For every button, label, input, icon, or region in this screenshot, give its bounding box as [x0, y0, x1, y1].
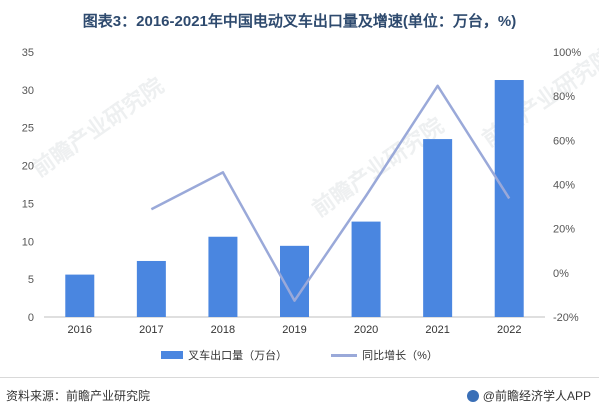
- growth-line: [151, 86, 509, 301]
- x-tick-label: 2021: [425, 324, 449, 336]
- legend-line-label: 同比增长（%）: [362, 347, 438, 363]
- y-right-tick-label: -20%: [553, 312, 579, 324]
- y-right-tick-label: 100%: [553, 47, 581, 59]
- legend-line-swatch: [331, 354, 357, 357]
- bar: [495, 80, 524, 317]
- x-tick-label: 2022: [497, 324, 521, 336]
- legend-bar-swatch: [161, 351, 183, 359]
- y-left-tick-label: 10: [22, 236, 34, 248]
- y-left-tick-label: 25: [22, 123, 34, 135]
- y-left-tick-label: 20: [22, 161, 34, 173]
- legend-item-line: 同比增长（%）: [331, 347, 438, 363]
- y-left-tick-label: 35: [22, 47, 34, 59]
- y-right-tick-label: 40%: [553, 180, 575, 192]
- x-tick-label: 2017: [139, 324, 163, 336]
- y-left-tick-label: 30: [22, 85, 34, 97]
- bar: [352, 222, 381, 317]
- brand: @前瞻经济学人APP: [467, 387, 591, 404]
- y-right-tick-label: 0%: [553, 268, 569, 280]
- footer: 资料来源：前瞻产业研究院 @前瞻经济学人APP: [0, 377, 599, 410]
- legend-item-bar: 叉车出口量（万台）: [161, 347, 287, 363]
- y-left-tick-label: 0: [28, 312, 34, 324]
- x-tick-label: 2016: [68, 324, 92, 336]
- x-tick-label: 2020: [354, 324, 378, 336]
- y-right-tick-label: 60%: [553, 135, 575, 147]
- bar: [137, 261, 166, 317]
- y-left-tick-label: 5: [28, 274, 34, 286]
- brand-text: @前瞻经济学人APP: [483, 387, 591, 404]
- y-right-tick-label: 80%: [553, 91, 575, 103]
- legend-bar-label: 叉车出口量（万台）: [188, 347, 287, 363]
- combo-chart: 0 5 10 15 20 25 30 35 -20% 0% 20% 40% 60% 80% 100% 2016…: [0, 0, 599, 345]
- x-tick-label: 2018: [211, 324, 235, 336]
- bar: [423, 139, 452, 317]
- legend: 叉车出口量（万台） 同比增长（%）: [0, 346, 599, 364]
- y-right-tick-label: 20%: [553, 224, 575, 236]
- bar: [65, 275, 94, 317]
- source-text: 资料来源：前瞻产业研究院: [6, 387, 150, 404]
- x-tick-label: 2019: [282, 324, 306, 336]
- y-left-tick-label: 15: [22, 198, 34, 210]
- bar: [208, 237, 237, 317]
- brand-logo-icon: [467, 390, 479, 402]
